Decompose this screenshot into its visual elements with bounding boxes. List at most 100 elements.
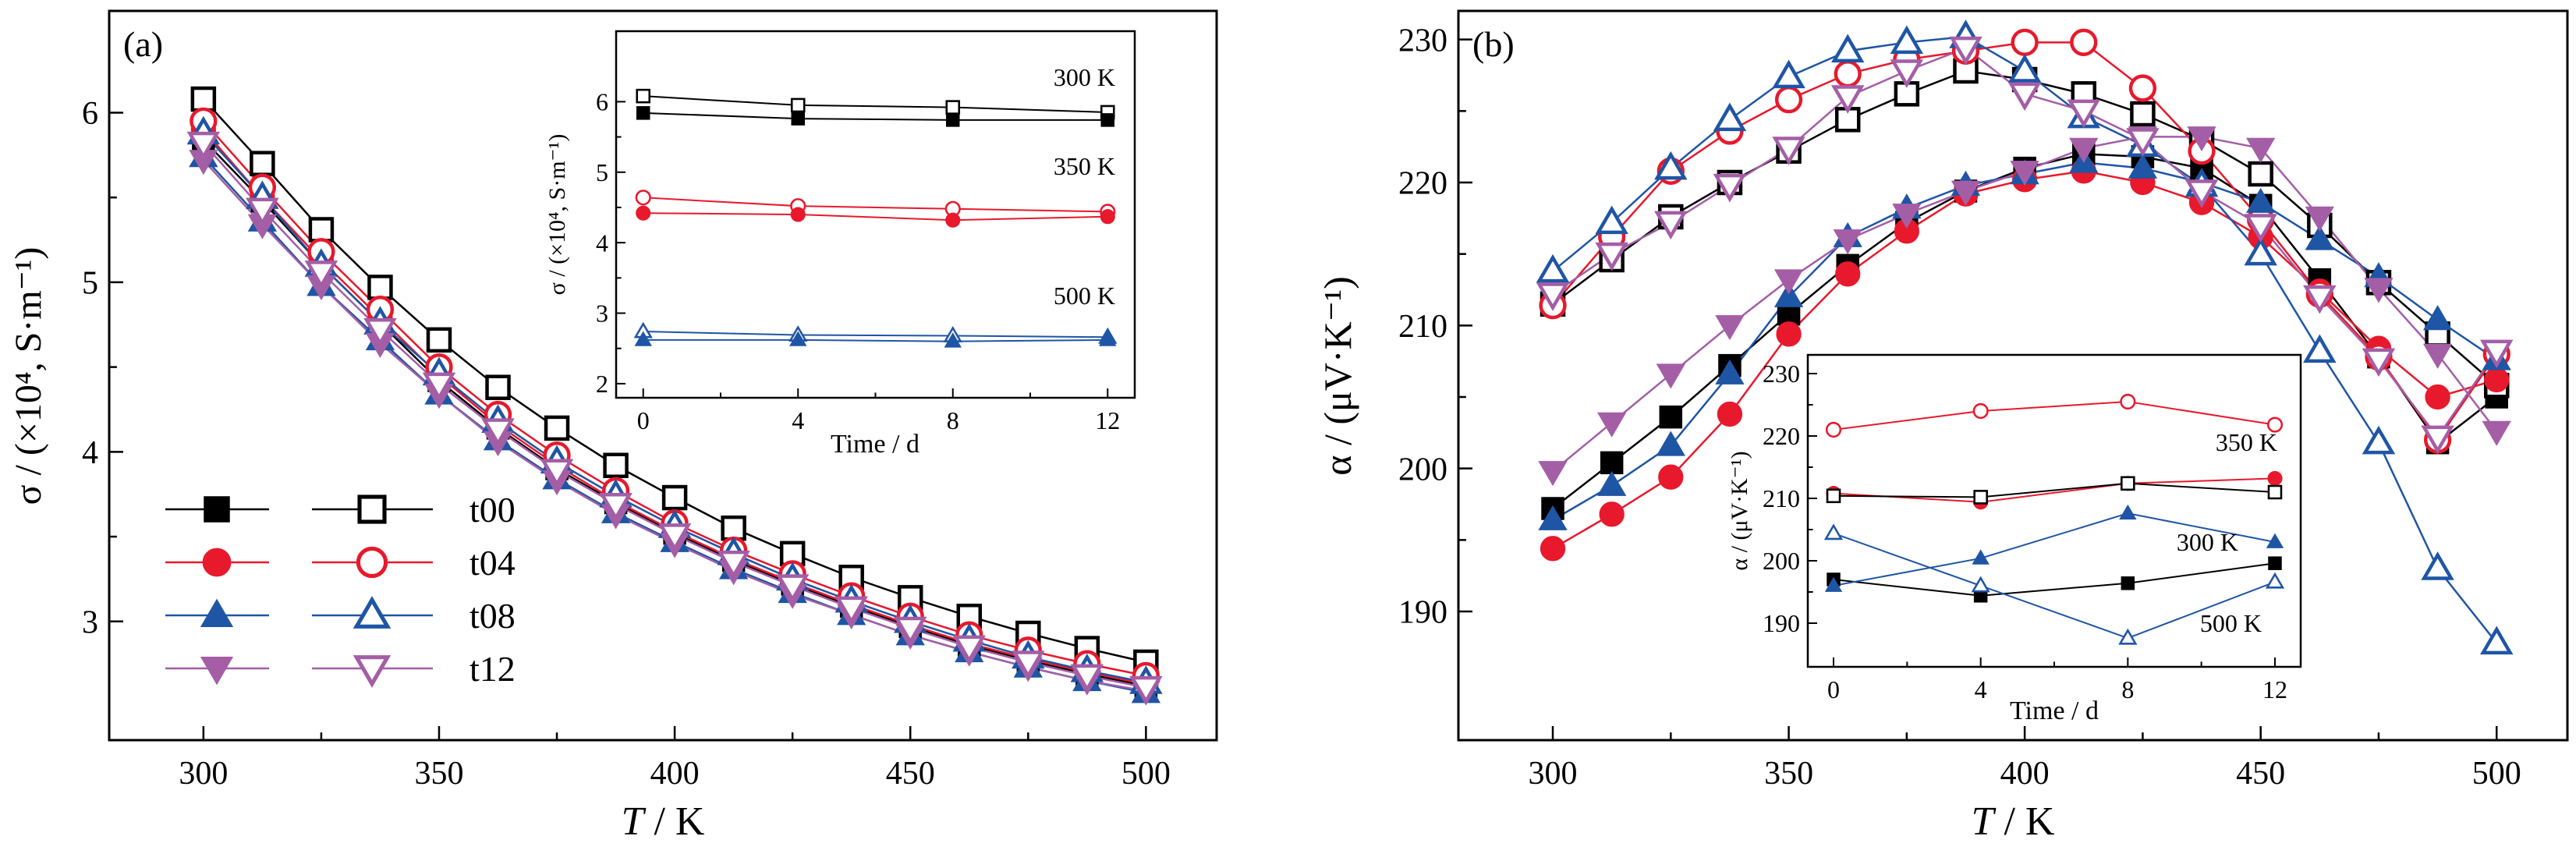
panel-b-inset-series — [1823, 393, 2285, 645]
panel-a-inset-point — [945, 100, 961, 115]
panel-a-inset-xtick-label: 0 — [637, 406, 650, 434]
panel-a-ytick-label: 3 — [82, 604, 98, 640]
panel-b-point — [1713, 173, 1747, 203]
panel-a-inset-series — [633, 88, 1118, 348]
panel-a-point — [363, 318, 397, 347]
panel-a-point — [485, 374, 511, 400]
panel-b-point — [1596, 470, 1627, 496]
panel-a-inset-annotation-500k: 500 K — [1054, 282, 1115, 310]
panel-b-inset-xtick-label: 0 — [1827, 675, 1840, 703]
panel-b-inset-ylabel: α / (μV·K⁻¹) — [1727, 451, 1752, 570]
panel-a-inset-series-line-1 — [643, 112, 1108, 121]
panel-b-point — [1892, 204, 1922, 229]
panel-a-point — [367, 275, 393, 300]
panel-b-point — [1949, 36, 1982, 66]
panel-a-frame — [108, 9, 1218, 742]
panel-b-point — [2070, 28, 2098, 56]
panel-a-inset-point — [944, 332, 962, 348]
panel-b-point — [1890, 59, 1924, 88]
panel-a-point — [422, 372, 456, 402]
panel-a-inset-series-line-2 — [643, 197, 1108, 213]
panel-b-xlabel: T / K — [1972, 799, 2055, 844]
panel-a-inset-xlabel: Time / d — [831, 430, 919, 459]
panel-a-inset-ytick-label: 6 — [596, 88, 608, 116]
panel-a-point — [246, 197, 279, 227]
panel-a-inset-point — [791, 112, 805, 126]
panel-b-point — [2010, 161, 2039, 186]
panel-b-point — [1656, 431, 1685, 456]
panel-a-xtick-label: 500 — [1121, 756, 1171, 792]
panel-a-xlabel: T / K — [622, 799, 705, 844]
panel-b-xtick-label: 350 — [1764, 756, 1813, 792]
panel-a-ytick-label: 4 — [82, 435, 98, 471]
panel-b-point — [2244, 214, 2277, 243]
panel-a-inset-point — [634, 331, 652, 346]
legend-label: t04 — [469, 543, 516, 583]
panel-b-inset-series-line-4 — [1833, 512, 2276, 587]
legend-marker-filled — [200, 598, 234, 628]
panel-b-ticks: 300 350 400 450 500 190 200 210 220 230 — [1398, 23, 2521, 792]
panel-a-point — [721, 515, 746, 541]
panel-b-inset-annotation-300k: 300 K — [2177, 528, 2238, 556]
panel-a-point — [190, 86, 217, 112]
panel-b-point — [2184, 179, 2219, 208]
panel-a-inset-ytick-label: 3 — [596, 299, 608, 328]
panel-a-inset-xtick-label: 12 — [1095, 406, 1120, 434]
panel-b-inset-series-line-3 — [1833, 562, 2276, 597]
panel-a-inset-ylabel: σ / (×10⁴, S·m⁻¹) — [544, 134, 570, 296]
legend-label: t00 — [469, 490, 516, 530]
panel-a-inset-point — [945, 212, 961, 228]
panel-b-inset-series-line-5 — [1833, 532, 2276, 640]
panel-a-point — [599, 493, 632, 522]
panel-b-point — [1599, 501, 1625, 527]
panel-a-point — [1012, 650, 1045, 679]
panel-b-ylabel: α / (μV·K⁻¹) — [1316, 276, 1359, 475]
panel-b-inset-point — [1973, 490, 1988, 505]
panel-b-frame — [1457, 9, 2569, 742]
panel-b-point — [1654, 151, 1688, 180]
panel-b-point — [2305, 206, 2334, 232]
panel-b-point — [2482, 420, 2511, 446]
panel-a-inset-point — [1100, 113, 1115, 127]
panel-b-xtick-label: 450 — [2236, 756, 2285, 792]
panel-b-inset-ticks: 0 4 8 12 190 200 210 220 230 — [1763, 360, 2287, 703]
panel-b-ytick-label: 200 — [1398, 452, 1447, 487]
panel-a-point — [775, 574, 810, 603]
panel-b-point — [1536, 253, 1570, 283]
panel-b-point — [2303, 285, 2337, 314]
panel-b-point — [1713, 102, 1747, 132]
panel-a-point — [952, 635, 987, 664]
panel-b-point — [2128, 74, 2157, 102]
panel-b-inset-annotation-350k: 350 K — [2216, 428, 2277, 456]
panel-a-point — [186, 131, 221, 161]
panel-a-point — [893, 616, 927, 646]
panel-b-point — [1656, 363, 1685, 389]
panel-b-point — [2128, 153, 2158, 179]
panel-a-inset-annotation-350k: 350 K — [1054, 152, 1115, 180]
panel-b-point — [2425, 384, 2450, 410]
panel-b-point — [1538, 505, 1568, 530]
legend-label: t08 — [469, 596, 516, 636]
legend-marker-filled — [200, 656, 234, 686]
panel-b-inset-xtick-label: 8 — [2121, 675, 2134, 703]
panel-a-ytick-label: 5 — [82, 266, 98, 302]
panel-a-inset-series-line-4 — [643, 331, 1108, 338]
panel-b-point — [2305, 225, 2334, 250]
panel-b-point — [2067, 99, 2101, 129]
panel-b-inset-xlabel: Time / d — [2010, 696, 2099, 725]
panel-a-point — [426, 327, 452, 353]
panel-a-point — [481, 418, 515, 447]
panel-a-inset-ytick-label: 4 — [596, 229, 608, 257]
panel-a-inset-point — [636, 106, 650, 120]
panel-b-inset-point — [2119, 504, 2137, 520]
panel-b-point — [2364, 278, 2394, 303]
panel-b-point — [1951, 180, 1981, 206]
panel-b-xtick-label: 400 — [2000, 756, 2050, 792]
panel-b-point — [1776, 321, 1802, 347]
panel-b-point — [1715, 315, 1745, 341]
panel-b-inset-point — [2267, 484, 2283, 500]
panel-b-inset-ytick-label: 210 — [1763, 484, 1800, 512]
panel-b-inset-point — [1826, 488, 1841, 504]
